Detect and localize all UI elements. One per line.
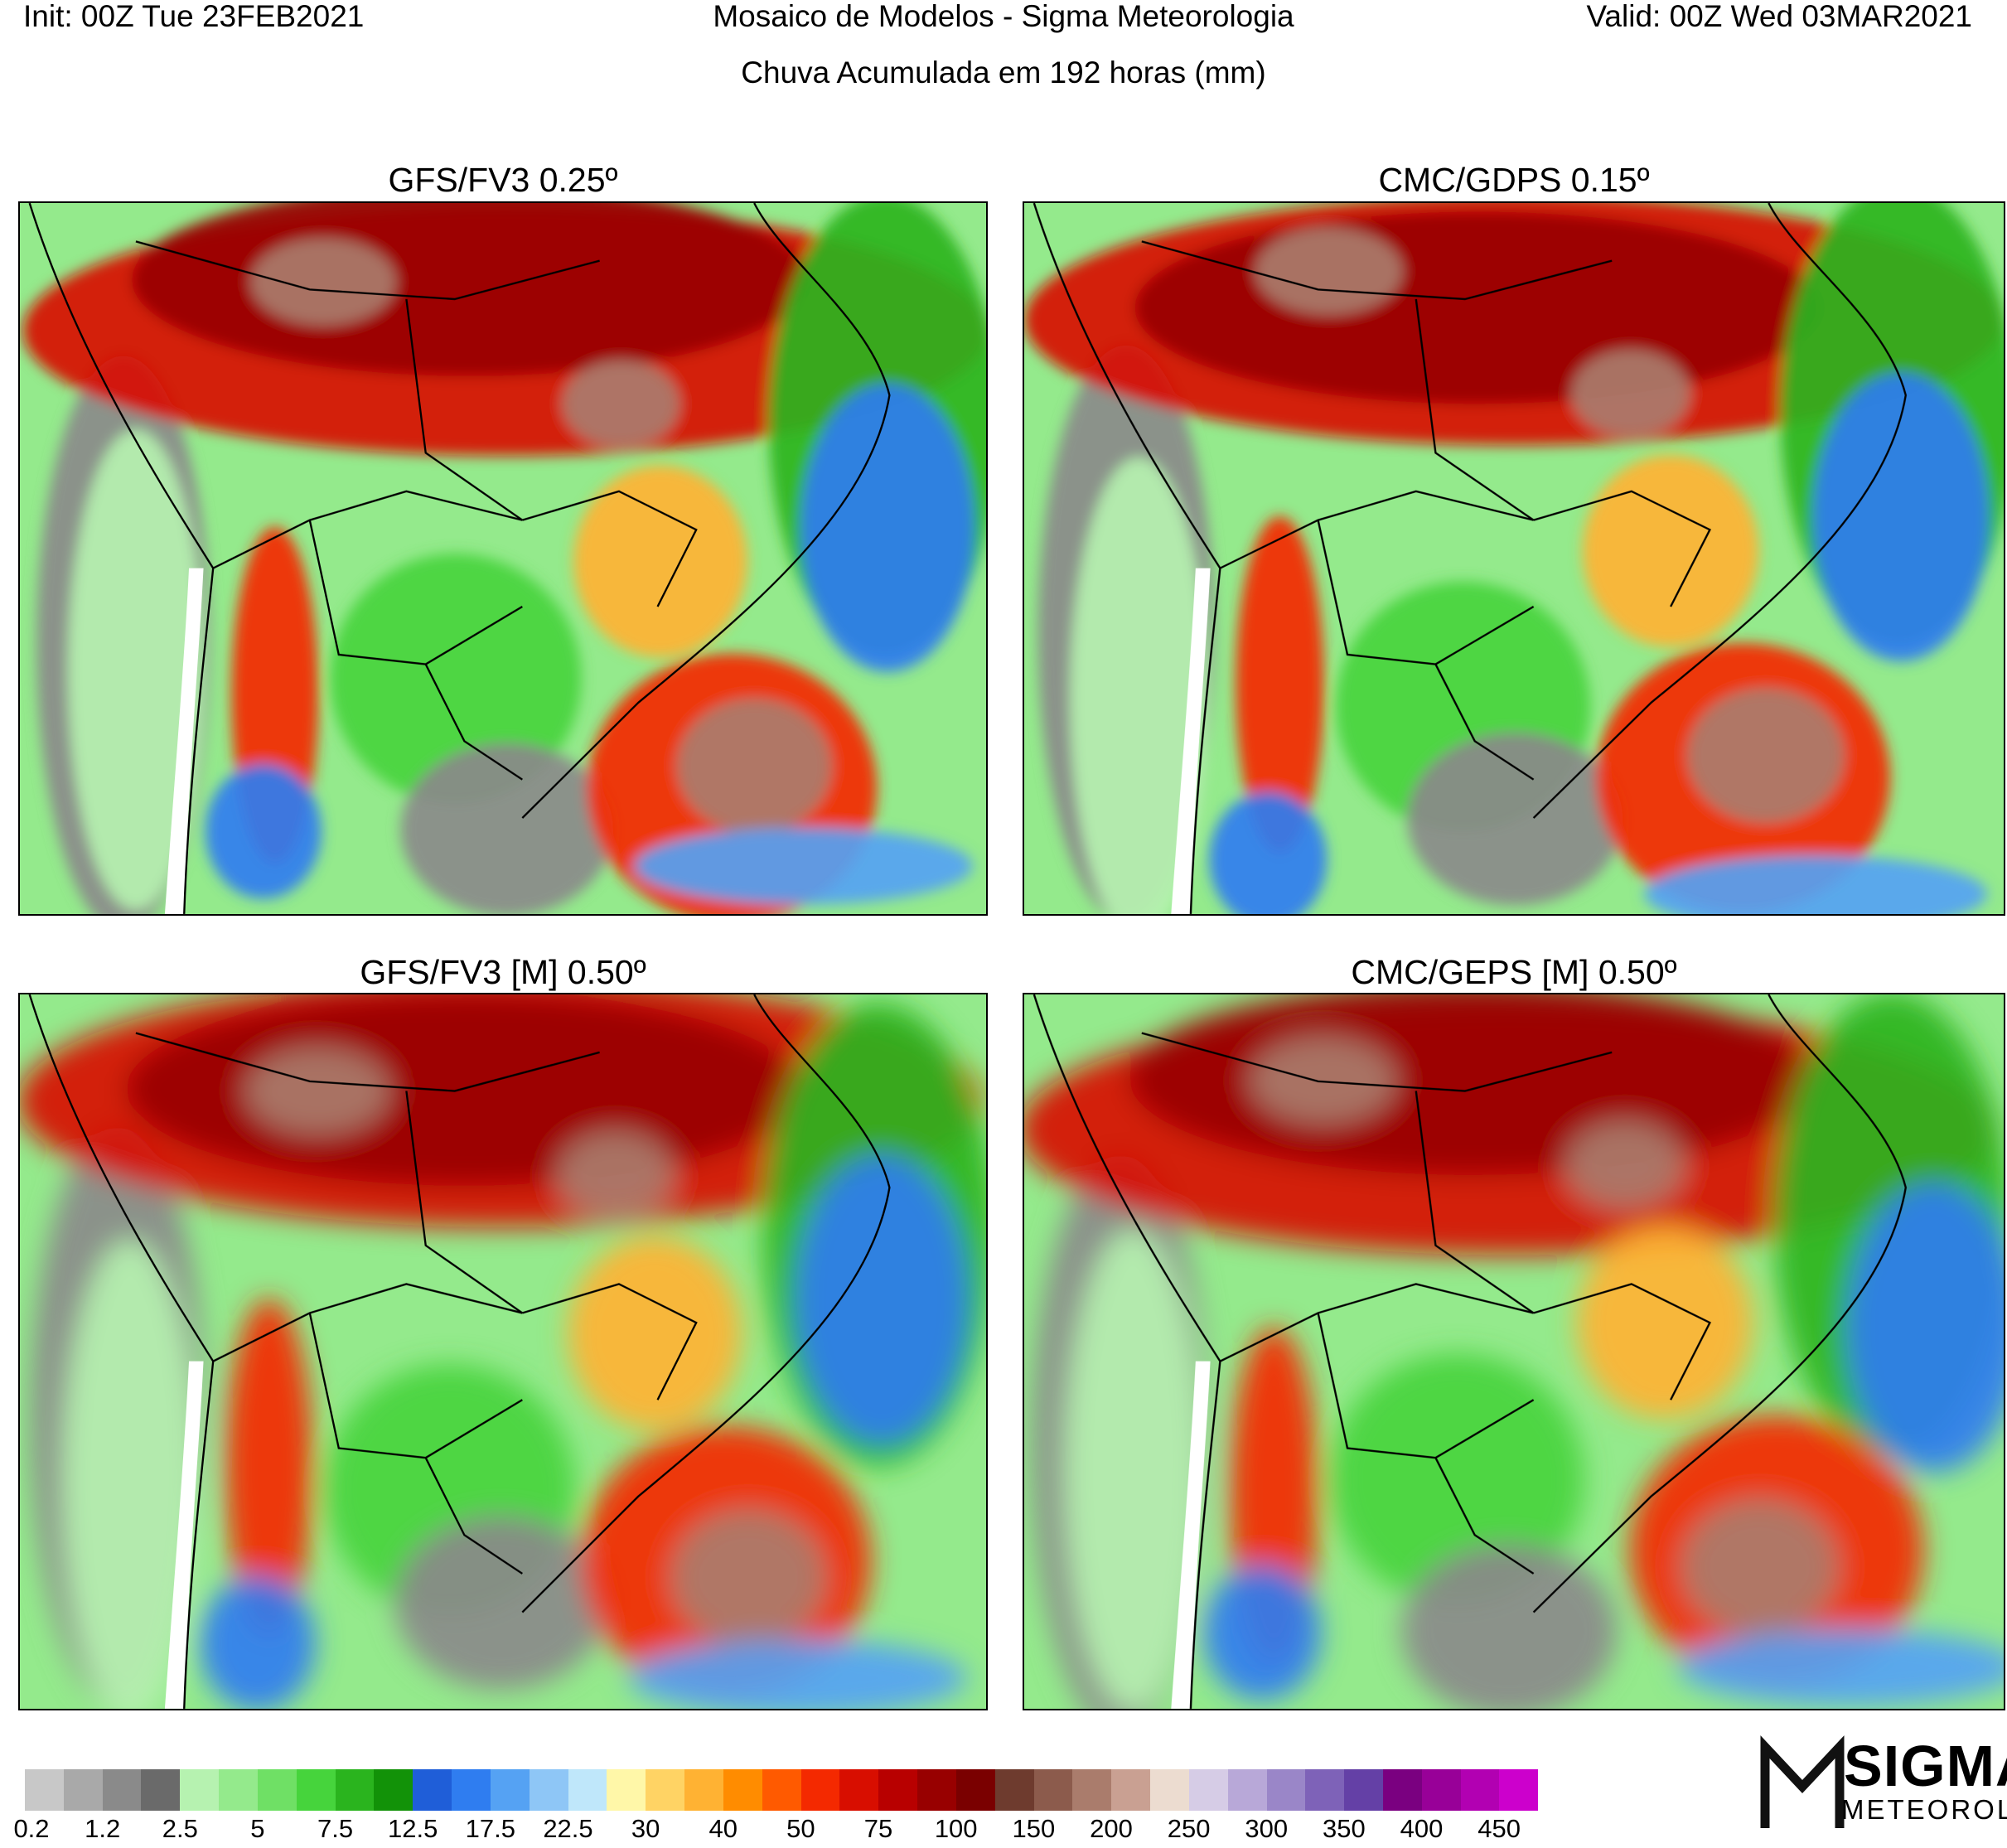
colorbar-swatch bbox=[374, 1769, 413, 1811]
precip-map bbox=[1024, 994, 2004, 1709]
figure-title: Mosaico de Modelos - Sigma Meteorologia bbox=[713, 0, 1294, 33]
colorbar-swatch bbox=[762, 1769, 801, 1811]
colorbar-label: 75 bbox=[863, 1814, 893, 1843]
colorbar-label: 200 bbox=[1090, 1814, 1133, 1843]
colorbar-swatch bbox=[1421, 1769, 1461, 1811]
figure-subtitle: Chuva Acumulada em 192 horas (mm) bbox=[741, 56, 1266, 89]
colorbar-swatch bbox=[102, 1769, 142, 1811]
colorbar-label: 17.5 bbox=[465, 1814, 516, 1843]
colorbar-swatch bbox=[335, 1769, 375, 1811]
colorbar-swatch bbox=[63, 1769, 103, 1811]
logo-wordmark: SIGMA bbox=[1844, 1734, 2007, 1798]
colorbar-swatch bbox=[490, 1769, 530, 1811]
valid-time: Valid: 00Z Wed 03MAR2021 bbox=[1586, 0, 1973, 33]
colorbar-label: 5 bbox=[250, 1814, 265, 1843]
colorbar-swatch bbox=[296, 1769, 336, 1811]
colorbar-label: 150 bbox=[1012, 1814, 1056, 1843]
colorbar-swatch bbox=[1499, 1769, 1539, 1811]
colorbar-label: 50 bbox=[786, 1814, 815, 1843]
colorbar-label: 1.2 bbox=[85, 1814, 121, 1843]
logo-subtitle: METEOROLOGIA bbox=[1841, 1794, 2007, 1825]
colorbar-label: 2.5 bbox=[162, 1814, 198, 1843]
colorbar-label: 7.5 bbox=[317, 1814, 354, 1843]
colorbar-label: 40 bbox=[708, 1814, 738, 1843]
colorbar-labels: 0.2 1.2 2.5 5 7.5 12.5 17.5 22.5 30 40 50 75 100 150 2… bbox=[0, 1815, 1574, 1848]
precip-colorbar bbox=[25, 1769, 1539, 1811]
colorbar-swatch bbox=[452, 1769, 491, 1811]
colorbar-swatch bbox=[1150, 1769, 1189, 1811]
colorbar-swatch bbox=[800, 1769, 840, 1811]
colorbar-label: 12.5 bbox=[388, 1814, 438, 1843]
map-panel-gfs-ens bbox=[18, 993, 988, 1710]
precip-map bbox=[20, 994, 986, 1709]
panel-title-cmc-geps: CMC/GEPS [M] 0.50º bbox=[1351, 953, 1677, 991]
colorbar-label: 100 bbox=[934, 1814, 978, 1843]
colorbar-label: 300 bbox=[1245, 1814, 1289, 1843]
colorbar-swatch bbox=[723, 1769, 762, 1811]
colorbar-swatch bbox=[684, 1769, 723, 1811]
colorbar-swatch bbox=[878, 1769, 918, 1811]
colorbar-swatch bbox=[180, 1769, 220, 1811]
colorbar-swatch bbox=[1305, 1769, 1345, 1811]
map-panel-gfs-025 bbox=[18, 201, 988, 916]
colorbar-swatch bbox=[1266, 1769, 1306, 1811]
panel-title-gfs-025: GFS/FV3 0.25º bbox=[388, 161, 618, 199]
precip-map bbox=[20, 203, 986, 914]
colorbar-swatch bbox=[1111, 1769, 1151, 1811]
colorbar-swatch bbox=[646, 1769, 685, 1811]
colorbar-label: 22.5 bbox=[543, 1814, 593, 1843]
colorbar-swatch bbox=[1188, 1769, 1228, 1811]
colorbar-label: 350 bbox=[1323, 1814, 1366, 1843]
colorbar-swatch bbox=[917, 1769, 956, 1811]
precip-map bbox=[1024, 203, 2004, 914]
colorbar-swatch bbox=[568, 1769, 607, 1811]
colorbar-swatch bbox=[1033, 1769, 1073, 1811]
colorbar-swatch bbox=[1344, 1769, 1383, 1811]
colorbar-swatch bbox=[1382, 1769, 1422, 1811]
colorbar-label: 450 bbox=[1477, 1814, 1521, 1843]
colorbar-label: 0.2 bbox=[13, 1814, 50, 1843]
panel-title-gfs-ens: GFS/FV3 [M] 0.50º bbox=[360, 953, 646, 991]
colorbar-swatch bbox=[25, 1769, 64, 1811]
map-panel-cmc-gdps bbox=[1023, 201, 2005, 916]
colorbar-swatch bbox=[529, 1769, 568, 1811]
colorbar-swatch bbox=[219, 1769, 258, 1811]
colorbar-swatch bbox=[1460, 1769, 1500, 1811]
colorbar-swatch bbox=[257, 1769, 297, 1811]
colorbar-swatch bbox=[1072, 1769, 1112, 1811]
colorbar-swatch bbox=[994, 1769, 1034, 1811]
colorbar-swatch bbox=[413, 1769, 452, 1811]
map-panel-cmc-geps bbox=[1023, 993, 2005, 1710]
colorbar-swatch bbox=[955, 1769, 995, 1811]
colorbar-label: 250 bbox=[1167, 1814, 1211, 1843]
colorbar-swatch bbox=[141, 1769, 181, 1811]
panel-title-cmc-gdps: CMC/GDPS 0.15º bbox=[1378, 161, 1650, 199]
colorbar-swatch bbox=[839, 1769, 879, 1811]
colorbar-swatch bbox=[607, 1769, 646, 1811]
colorbar-label: 30 bbox=[631, 1814, 660, 1843]
colorbar-label: 400 bbox=[1400, 1814, 1444, 1843]
sigma-logo-icon bbox=[1760, 1735, 1845, 1828]
init-time: Init: 00Z Tue 23FEB2021 bbox=[23, 0, 365, 33]
colorbar-swatch bbox=[1227, 1769, 1267, 1811]
